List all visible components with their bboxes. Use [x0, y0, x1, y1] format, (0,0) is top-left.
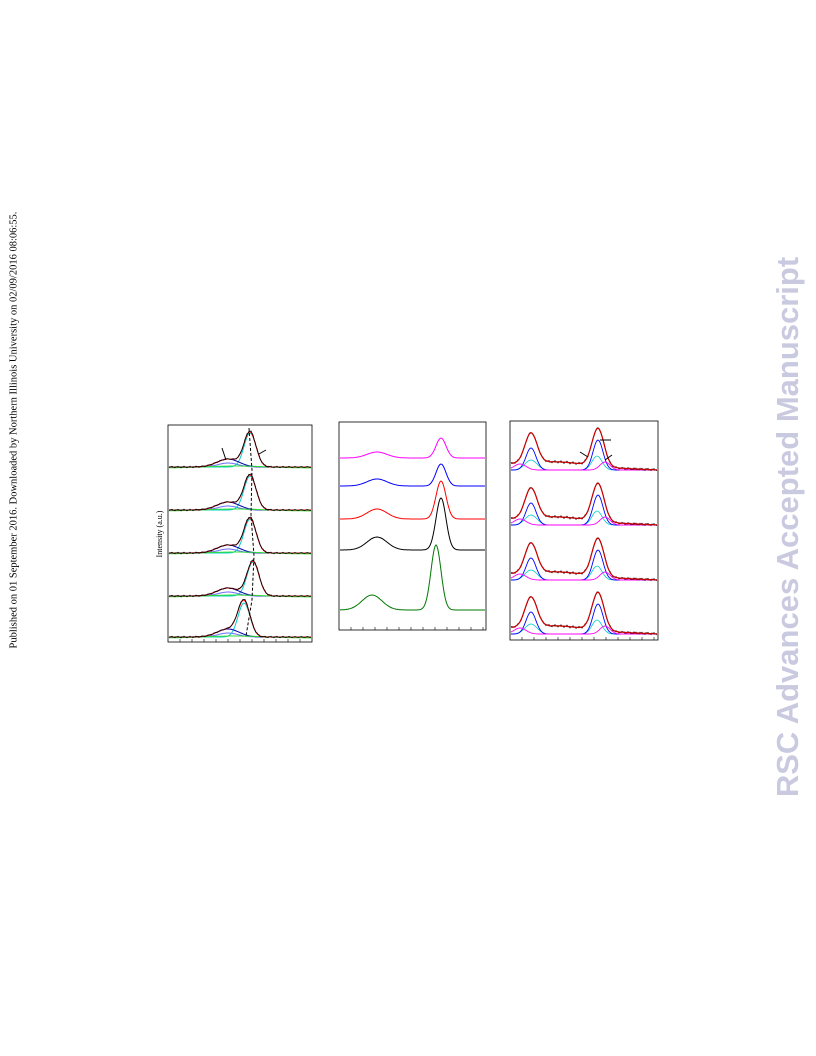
- spectrum: [510, 510, 657, 526]
- spectrum: [169, 517, 311, 554]
- spectrum: [169, 431, 311, 468]
- spectrum: [340, 437, 485, 459]
- panel-frame: [509, 420, 659, 641]
- spectrum: [511, 549, 657, 581]
- spectrum: [168, 598, 312, 639]
- spectrum: [510, 482, 657, 526]
- spectrum: [510, 571, 657, 581]
- spectrum: [510, 591, 657, 635]
- spectrum: [340, 497, 485, 551]
- spectrum: [510, 625, 657, 635]
- arrow: [258, 449, 267, 455]
- spectrum: [168, 559, 312, 598]
- spectrum: [510, 516, 657, 526]
- spectrum: [510, 537, 657, 581]
- spectrum: [168, 473, 312, 512]
- spectrum: [169, 560, 311, 597]
- spectrum: [510, 565, 657, 581]
- spectrum: [510, 461, 657, 471]
- spectrum: [169, 561, 311, 597]
- spectrum: [340, 463, 485, 487]
- spectrum: [511, 494, 657, 526]
- spectrum: [169, 602, 311, 638]
- arrow: [579, 451, 589, 458]
- spectrum: [168, 430, 312, 469]
- arrow: [604, 454, 613, 461]
- spectrum: [169, 599, 311, 638]
- spectrum: [510, 427, 657, 471]
- arrow: [221, 447, 227, 461]
- spectrum: [340, 480, 485, 520]
- guide-line: [245, 427, 255, 637]
- panel-frame: [338, 421, 487, 631]
- spectrum: [511, 603, 657, 635]
- spectrum: [169, 518, 311, 554]
- y-axis-label: Intensity (a.u.): [155, 510, 164, 557]
- spectrum: [169, 474, 311, 511]
- spectrum: [340, 544, 485, 611]
- spectrum: [169, 432, 311, 468]
- spectrum: [169, 475, 311, 511]
- spectrum: [510, 455, 657, 471]
- spectrum: [168, 516, 312, 555]
- spectrum: [510, 619, 657, 635]
